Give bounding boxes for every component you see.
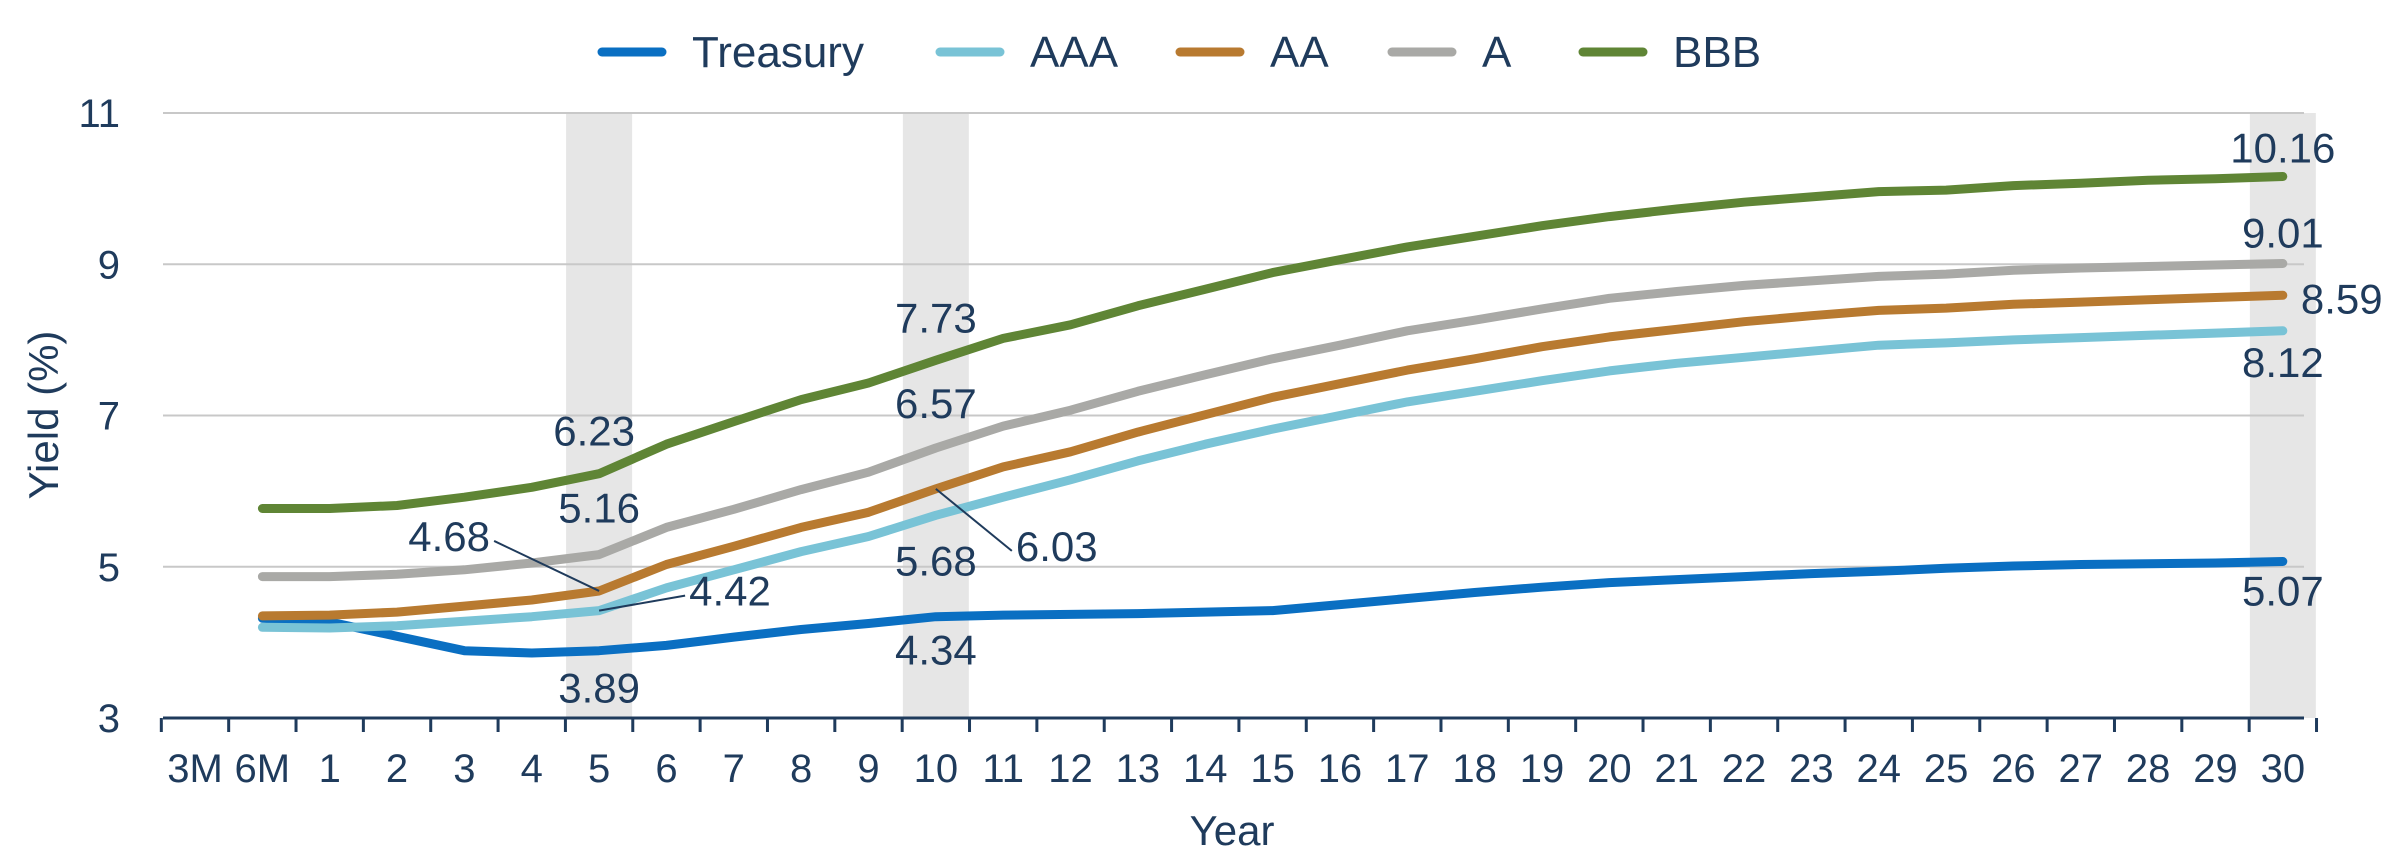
data-labels: 6.23 5.16 4.68 4.42 3.89 7.73 6.57 6.03 5.68 4.34… [408,125,2382,712]
data-label-aa-10: 6.03 [1016,523,1098,570]
series-line-aa [257,290,2288,621]
data-label-treasury-10: 4.34 [895,627,977,674]
data-label-a-30: 9.01 [2242,209,2324,256]
x-tick-label: 24 [1857,747,1902,791]
legend: Treasury AAA AA A BBB [597,28,1761,77]
x-tick-label: 14 [1183,747,1228,791]
x-tick-label: 5 [588,747,610,791]
y-tick-label: 3 [98,697,120,741]
x-tick-label: 1 [319,747,341,791]
x-tick-label: 10 [914,747,959,791]
y-tick-labels: 3 5 7 9 11 [78,92,120,741]
x-tick-label: 19 [1520,747,1565,791]
y-tick-label: 7 [98,395,120,439]
x-tick-label: 18 [1452,747,1497,791]
data-label-bbb-10: 7.73 [895,294,977,341]
series-line-treasury [257,557,2288,658]
data-label-aa-5: 4.68 [408,513,490,560]
legend-label-aa: AA [1270,28,1329,77]
y-tick-label: 5 [98,546,120,590]
x-tick-label: 11 [982,747,1024,791]
x-tick-label: 15 [1250,747,1295,791]
data-label-aaa-5: 4.42 [689,568,771,615]
x-tick-labels: 3M 6M 1 2 3 4 5 6 7 8 9 10 11 12 13 14 15 16 17 18 19 20 21 22 2… [167,747,2305,791]
y-axis-title: Yield (%) [20,331,67,500]
x-tick-label: 6 [655,747,677,791]
legend-label-bbb: BBB [1673,28,1761,77]
x-tick-label: 25 [1924,747,1969,791]
x-tick-label: 2 [386,747,408,791]
axes [159,716,2319,732]
series-line-bbb [257,172,2288,513]
x-tick-label: 20 [1587,747,1632,791]
x-tick-label: 26 [1991,747,2036,791]
data-label-a-5: 5.16 [558,485,640,532]
data-label-aaa-10: 5.68 [895,537,977,584]
leader-line [935,488,1013,552]
data-label-aaa-30: 8.12 [2242,339,2324,386]
x-tick-label: 29 [2193,747,2238,791]
x-tick-label: 3 [453,747,475,791]
x-tick-label: 13 [1116,747,1161,791]
x-tick-label: 27 [2059,747,2104,791]
data-label-treasury-30: 5.07 [2242,567,2324,614]
x-tick-label: 7 [723,747,745,791]
x-tick-label: 3M [167,747,223,791]
legend-label-aaa: AAA [1030,28,1119,77]
data-label-bbb-5: 6.23 [553,408,635,455]
x-axis-title: Year [1190,807,1275,854]
data-label-aa-30: 8.59 [2301,275,2383,322]
legend-label-a: A [1482,28,1512,77]
x-tick-label: 21 [1654,747,1699,791]
y-tick-label: 11 [78,92,120,136]
x-tick-label: 17 [1385,747,1430,791]
x-tick-label: 9 [857,747,879,791]
data-label-bbb-30: 10.16 [2230,125,2335,172]
data-label-a-10: 6.57 [895,380,977,427]
x-tick-label: 23 [1789,747,1834,791]
leader-line [598,594,686,612]
x-tick-label: 6M [235,747,291,791]
x-tick-label: 8 [790,747,812,791]
leader-line [493,540,600,592]
legend-label-treasury: Treasury [692,28,864,77]
x-tick-label: 30 [2261,747,2306,791]
data-label-treasury-5: 3.89 [558,665,640,712]
x-tick-label: 16 [1318,747,1363,791]
x-tick-label: 12 [1048,747,1093,791]
x-tick-label: 4 [521,747,543,791]
y-tick-label: 9 [98,243,120,287]
x-tick-label: 28 [2126,747,2171,791]
x-tick-label: 22 [1722,747,1767,791]
series-line-a [257,259,2288,582]
